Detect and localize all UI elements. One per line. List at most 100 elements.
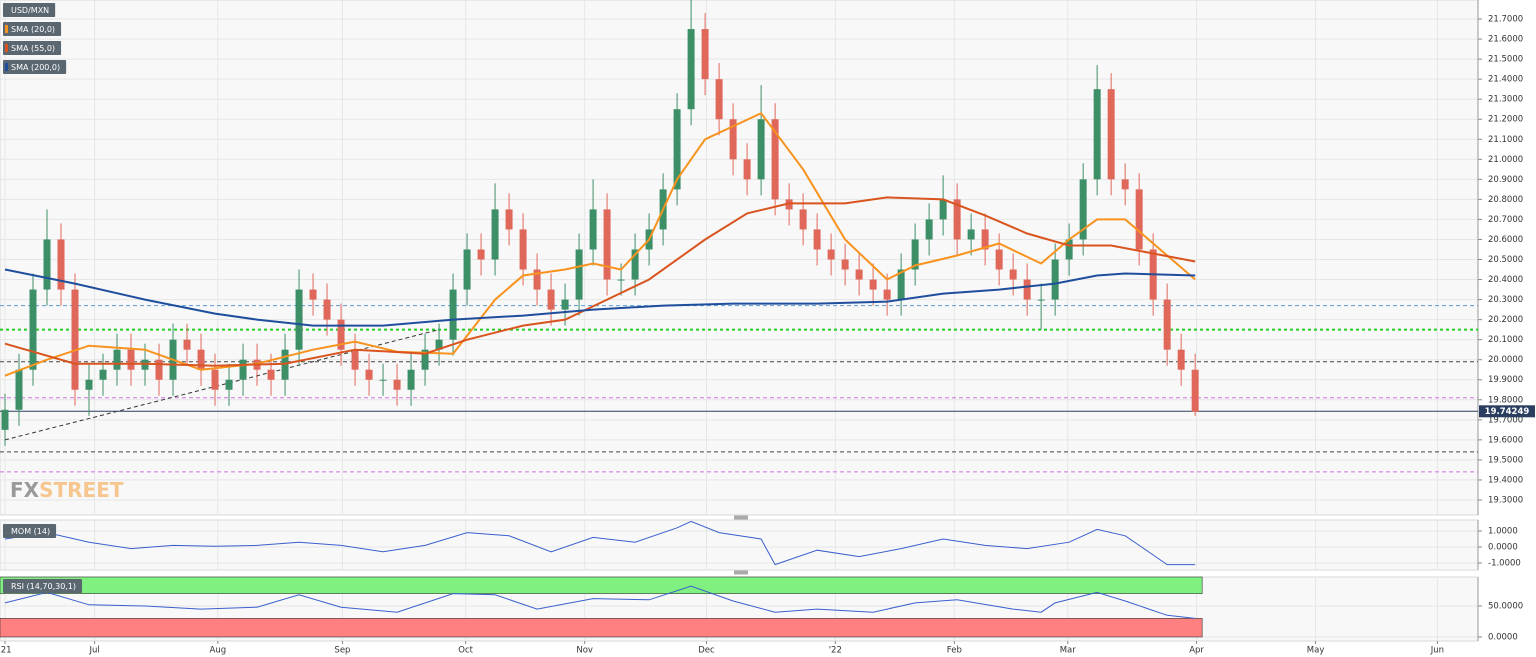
candle-body [29, 289, 37, 370]
candle-body [393, 379, 401, 390]
candle-body [1107, 89, 1115, 180]
candle-body [1163, 299, 1171, 350]
legend-title: USD/MXN [11, 6, 49, 15]
y-tick-label: 21.5000 [1488, 55, 1523, 65]
x-tick-label: Mar [1060, 646, 1077, 656]
candle-body [561, 299, 569, 310]
y-tick-label: 21.7000 [1488, 15, 1523, 25]
legend-entry-box [3, 41, 62, 55]
y-tick-label: 21.6000 [1488, 35, 1523, 45]
candle-body [911, 239, 919, 270]
candle-body [1009, 269, 1017, 280]
x-tick-label: Aug [210, 646, 227, 656]
candle-body [463, 249, 471, 290]
band [0, 576, 1203, 594]
pane-background [0, 0, 1479, 516]
y-tick-label: 19.3000 [1488, 495, 1523, 505]
candle-body [337, 319, 345, 350]
candle-body [827, 249, 835, 260]
x-tick-label: Jun [1430, 646, 1444, 656]
candle-body [421, 349, 429, 370]
candle-body [477, 249, 485, 260]
candle-body [379, 379, 387, 381]
y-tick-label: 21.3000 [1488, 95, 1523, 105]
watermark-part: FX [10, 478, 40, 502]
candle-body [239, 359, 247, 380]
last-price-box [1479, 405, 1535, 418]
candle-body [1191, 369, 1199, 412]
watermark: FXSTREET [10, 478, 124, 502]
candle-body [981, 229, 989, 250]
indicator-line [4, 585, 1196, 619]
candle-body [547, 289, 555, 310]
candle-body [155, 359, 163, 380]
pane-title: MOM (14) [11, 527, 50, 536]
legend-title-box [3, 3, 56, 17]
y-tick-label: -1.0000 [1488, 558, 1521, 568]
candle-body [869, 279, 877, 290]
candle-body [281, 349, 289, 380]
candle-body [449, 289, 457, 340]
candle-body [1065, 239, 1073, 260]
trend-line [4, 329, 440, 441]
candle-body [197, 349, 205, 370]
candle-body [295, 289, 303, 350]
y-tick-label: 20.3000 [1488, 295, 1523, 305]
x-tick-label: '22 [829, 646, 842, 656]
legend-entry-box [3, 60, 67, 74]
candle-body [925, 219, 933, 240]
sma-line [4, 196, 1196, 367]
y-tick-label: 19.5000 [1488, 455, 1523, 465]
candle-body [365, 369, 373, 380]
legend-entry: SMA (55,0) [11, 44, 55, 53]
candle-body [43, 239, 51, 290]
candle-body [505, 209, 513, 230]
legend-entry-swatch [5, 44, 8, 52]
y-tick-label: 20.1000 [1488, 335, 1523, 345]
candle-body [813, 229, 821, 250]
x-tick-label: Dec [698, 646, 715, 656]
candle-body [1093, 89, 1101, 180]
candle-body [995, 249, 1003, 270]
candle-body [519, 229, 527, 270]
candle-body [309, 289, 317, 300]
y-tick-label: 20.5000 [1488, 255, 1523, 265]
candle-body [1051, 259, 1059, 300]
legend-entry-swatch [5, 25, 8, 33]
x-tick-label: Sep [334, 646, 350, 656]
legend-entry: SMA (20,0) [11, 25, 55, 34]
candle-body [211, 369, 219, 390]
y-tick-label: 21.1000 [1488, 135, 1523, 145]
candle-body [127, 349, 135, 370]
candle-body [407, 369, 415, 390]
candle-body [113, 349, 121, 370]
candle-body [897, 269, 905, 300]
pane-title-box [3, 524, 57, 538]
x-tick-label: Feb [947, 646, 962, 656]
y-tick-label: 19.9000 [1488, 375, 1523, 385]
candle-body [757, 119, 765, 180]
candle-body [841, 259, 849, 270]
candle-body [771, 119, 779, 200]
candle-body [1177, 349, 1185, 370]
candle-body [673, 109, 681, 190]
candle-body [183, 339, 191, 350]
y-tick-label: 20.7000 [1488, 215, 1523, 225]
sma-line [4, 268, 1196, 327]
candle-body [883, 289, 891, 300]
candle-body [225, 379, 233, 390]
y-tick-label: 0.0000 [1488, 632, 1518, 642]
x-tick-label: Nov [576, 646, 593, 656]
y-tick-label: 21.4000 [1488, 75, 1523, 85]
legend-entry-box [3, 22, 62, 36]
legend-entry: SMA (200,0) [11, 63, 60, 72]
candle-body [85, 379, 93, 390]
candle-body [701, 29, 709, 80]
y-tick-label: 21.0000 [1488, 155, 1523, 165]
candle-body [715, 79, 723, 120]
last-price-label: 19.74249 [1485, 407, 1530, 417]
candle-body [589, 209, 597, 250]
candle-body [351, 349, 359, 370]
y-tick-label: 0.0000 [1488, 542, 1518, 552]
